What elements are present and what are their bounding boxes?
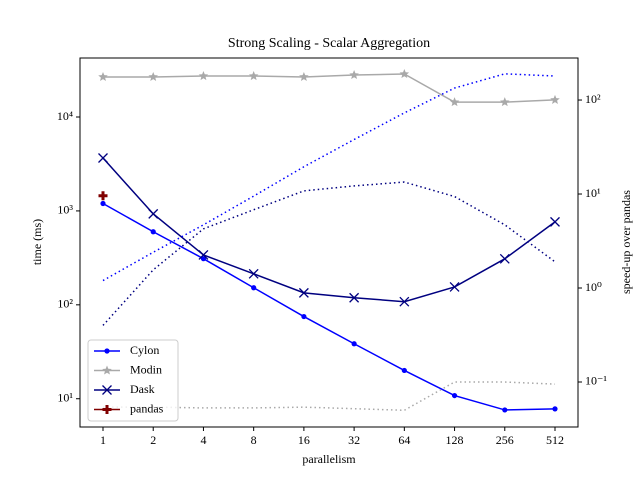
series-line: [102, 157, 556, 303]
point: [449, 97, 460, 107]
point: [500, 97, 510, 107]
point: [150, 229, 156, 235]
y-tick-label: 10²: [57, 297, 73, 311]
point: [550, 216, 560, 227]
point: [98, 71, 108, 81]
point: [552, 406, 558, 412]
y2-tick-label: 10¹: [585, 186, 601, 200]
chart-title: Strong Scaling - Scalar Aggregation: [228, 36, 430, 51]
x-tick-label: 1: [100, 433, 106, 447]
legend-label: Dask: [130, 382, 155, 396]
y2-tick-label: 10⁻¹: [585, 374, 607, 388]
x-tick-label: 64: [398, 433, 410, 447]
series-line: [102, 181, 556, 326]
y-tick-label: 10¹: [57, 390, 73, 404]
point: [351, 341, 357, 347]
series-line: [102, 202, 556, 411]
series-line: [103, 381, 556, 412]
point: [349, 70, 359, 80]
legend: [87, 339, 179, 422]
x-tick-label: 32: [348, 433, 360, 447]
point: [299, 71, 309, 81]
y2-tick-label: 10⁰: [585, 280, 602, 294]
point: [104, 348, 110, 354]
y-tick-label: 10⁴: [57, 109, 73, 123]
point: [100, 200, 106, 207]
x-tick-label: 4: [200, 433, 206, 447]
legend-label: Cylon: [130, 343, 159, 357]
point: [301, 313, 307, 320]
y2-axis-label: speed-up over pandas: [619, 190, 633, 294]
point: [102, 405, 112, 414]
point: [198, 249, 209, 260]
series-line: [102, 73, 556, 282]
x-tick-label: 8: [251, 433, 257, 447]
point: [298, 287, 309, 298]
point: [550, 94, 560, 104]
point: [98, 153, 108, 163]
point: [449, 281, 460, 292]
point: [451, 392, 458, 399]
point: [148, 71, 158, 81]
y-tick-label: 10³: [57, 203, 73, 217]
point: [502, 407, 508, 413]
point: [98, 191, 108, 201]
point: [399, 69, 410, 79]
point: [200, 256, 207, 262]
point: [148, 208, 159, 219]
point: [198, 71, 209, 81]
x-tick-label: 16: [298, 433, 310, 447]
y-axis-label: time (ms): [30, 219, 44, 265]
x-tick-label: 2: [150, 433, 156, 447]
point: [401, 367, 407, 374]
x-tick-label: 256: [496, 433, 514, 447]
legend-label: pandas: [130, 401, 164, 415]
point: [248, 71, 259, 81]
x-tick-label: 128: [446, 433, 464, 447]
x-axis-label: parallelism: [302, 452, 356, 466]
point: [102, 365, 112, 375]
y2-tick-label: 10²: [585, 92, 601, 106]
legend-label: Modin: [130, 362, 162, 376]
point: [102, 385, 112, 395]
point: [248, 268, 259, 279]
point: [399, 296, 410, 307]
x-tick-label: 512: [546, 433, 564, 447]
point: [499, 253, 510, 264]
point: [349, 292, 360, 303]
series-line: [103, 73, 556, 103]
point: [251, 285, 257, 291]
plot-frame: [79, 57, 579, 428]
